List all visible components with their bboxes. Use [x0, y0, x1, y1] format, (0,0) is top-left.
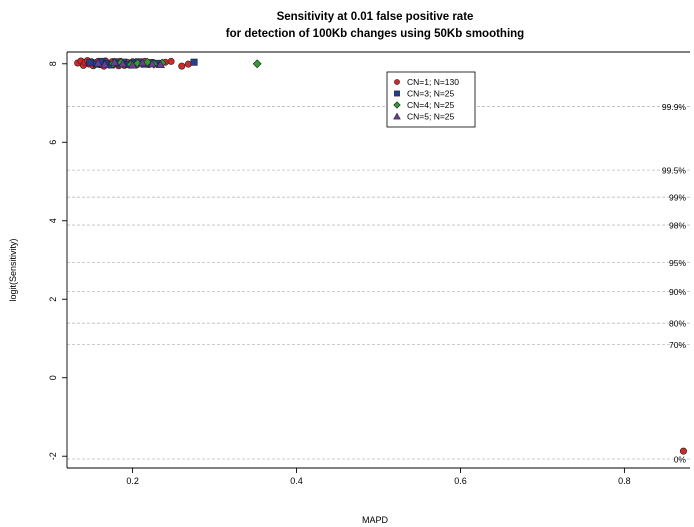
legend-marker [394, 79, 400, 85]
data-point [679, 447, 687, 455]
data-point [252, 59, 262, 69]
data-point [167, 57, 175, 65]
reference-line-label: 99.5% [662, 166, 687, 176]
legend-marker [393, 112, 401, 120]
y-tick-label: 8 [48, 61, 58, 66]
y-tick-label: 6 [48, 140, 58, 145]
x-tick-label: 0.8 [618, 476, 631, 486]
data-point [118, 59, 128, 68]
reference-line-label: 99% [669, 193, 686, 203]
data-point [147, 59, 157, 68]
data-point [190, 58, 198, 66]
legend-entry-label: CN=3; N=25 [407, 89, 455, 99]
data-point [128, 60, 138, 69]
legend-entry-label: CN=5; N=25 [407, 112, 455, 122]
reference-line-label: 70% [669, 340, 686, 350]
legend-entry-label: CN=1; N=130 [407, 77, 459, 87]
reference-line-label: 80% [669, 319, 686, 329]
legend-marker [394, 90, 400, 97]
data-point [86, 59, 94, 67]
reference-line-label: 99.9% [662, 102, 687, 112]
data-point [137, 57, 147, 67]
x-tick-label: 0.2 [126, 476, 139, 486]
x-tick-label: 0.4 [290, 476, 303, 486]
reference-line-label: 98% [669, 221, 686, 231]
data-point [110, 57, 120, 66]
axes-group: 0.2 0.4 0.6 0.8 -2 0 2 4 6 8 [48, 51, 690, 486]
legend-entry-label: CN=4; N=25 [407, 100, 455, 110]
data-point [155, 59, 165, 69]
data-point [93, 58, 103, 67]
reference-lines-group: 99.9% 99.5% 99% 98% 95% 90% 80% 70% 0% [67, 102, 690, 464]
data-point [178, 62, 186, 70]
data-point [100, 59, 110, 69]
reference-line-label: 95% [669, 258, 686, 268]
chart-title: Sensitivity at 0.01 false positive rate [277, 11, 474, 23]
y-tick-label: 0 [48, 375, 58, 380]
reference-line-label: 90% [669, 287, 686, 297]
y-tick-label: 2 [48, 297, 58, 302]
chart-subtitle: for detection of 100Kb changes using 50K… [226, 28, 524, 40]
legend-box [386, 71, 476, 128]
legend-marker [393, 101, 401, 109]
reference-line-label: 0% [674, 454, 687, 464]
y-axis-label: logit(Sensitivity) [8, 238, 18, 301]
y-tick-label: 4 [48, 218, 58, 223]
x-axis-label: MAPD [362, 515, 389, 525]
x-tick-label: 0.6 [454, 476, 467, 486]
data-points-group [74, 57, 687, 455]
y-tick-label: -2 [48, 452, 58, 460]
